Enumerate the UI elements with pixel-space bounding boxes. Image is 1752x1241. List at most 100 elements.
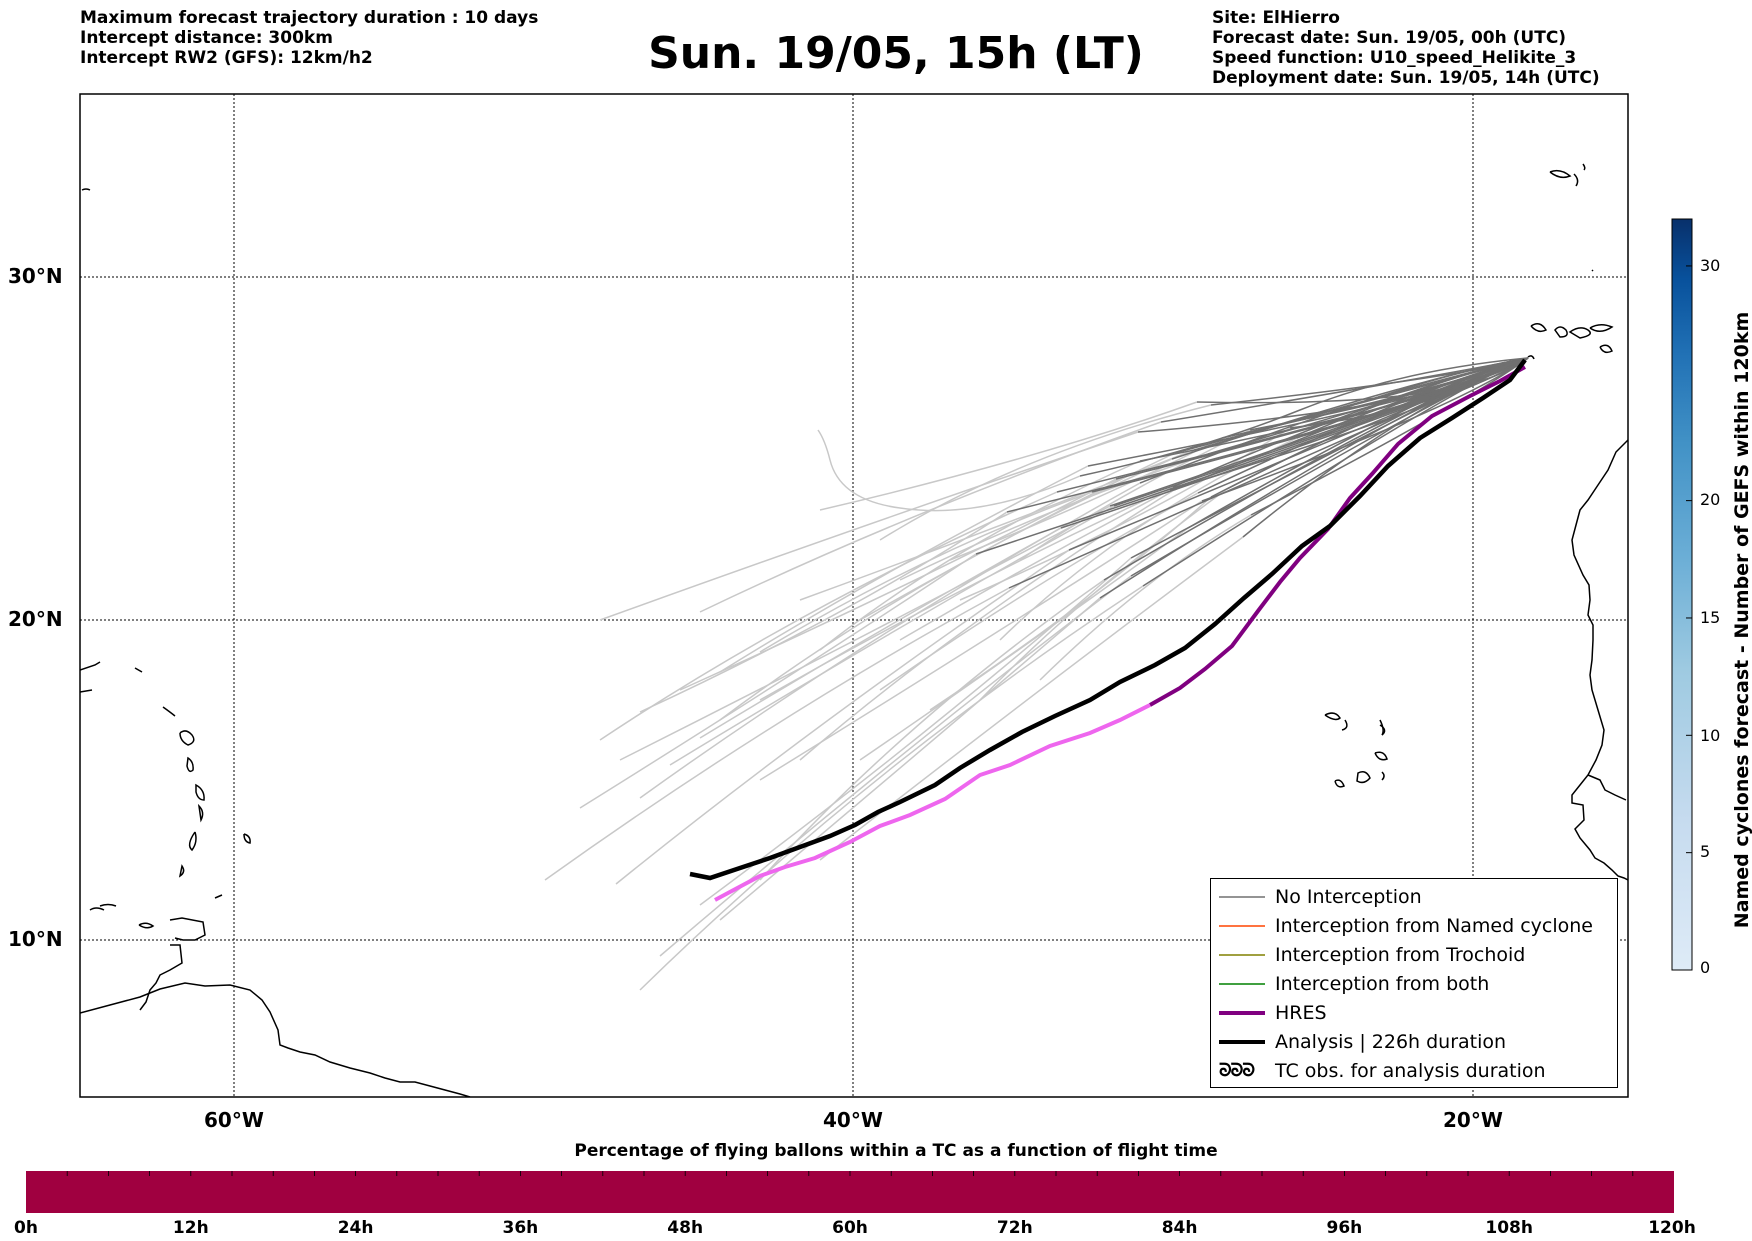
coast-dominica bbox=[186, 756, 194, 773]
ensemble-trajectory-late bbox=[615, 549, 1070, 885]
legend-label: No Interception bbox=[1275, 885, 1422, 908]
ensemble-trajectory-late bbox=[639, 482, 1141, 799]
percentage-bar bbox=[26, 1171, 1674, 1213]
ensemble-trajectory-late bbox=[639, 585, 1144, 991]
colorbar-tick-label: 15 bbox=[1700, 608, 1721, 627]
coast-madeira-3 bbox=[1582, 163, 1586, 171]
hour-label: 60h bbox=[832, 1218, 868, 1238]
intercept-rw2-text: Intercept RW2 (GFS): 12km/h2 bbox=[80, 48, 373, 68]
ensemble-trajectory-late bbox=[659, 575, 1132, 957]
legend-label: Interception from Trochoid bbox=[1275, 943, 1526, 966]
legend-swatch-named-cyclone bbox=[1219, 925, 1265, 927]
ensemble-trajectory-late bbox=[699, 557, 1132, 906]
hour-label: 120h bbox=[1648, 1218, 1696, 1238]
legend-label: Interception from Named cyclone bbox=[1275, 914, 1593, 937]
coast-cape-verde-8 bbox=[1381, 771, 1385, 781]
coast-canary-1 bbox=[1530, 323, 1548, 333]
legend-label: HRES bbox=[1275, 1001, 1327, 1024]
intercept-distance-text: Intercept distance: 300km bbox=[80, 28, 333, 48]
cyclone-colorbar bbox=[1671, 218, 1693, 971]
ensemble-trajectory-early bbox=[1242, 357, 1529, 538]
coast-canary-6 bbox=[1527, 355, 1535, 360]
coast-cape-verde-4 bbox=[1374, 751, 1388, 761]
tc-obs-symbol-icon: ᘐᘐᘐ bbox=[1219, 1060, 1255, 1081]
coast-barbados bbox=[243, 833, 251, 844]
lon-label-20w: 20°W bbox=[1443, 1108, 1503, 1132]
ensemble-trajectory-late bbox=[859, 527, 1189, 761]
coast-lesser-antilles-2 bbox=[162, 706, 176, 717]
ensemble-trajectory-late bbox=[759, 500, 1203, 781]
header-right: Site: ElHierro Forecast date: Sun. 19/05… bbox=[1212, 8, 1600, 88]
coast-cape-verde-1 bbox=[1324, 712, 1341, 721]
coast-puerto-rico bbox=[80, 689, 93, 693]
ensemble-trajectory-late bbox=[639, 511, 1008, 713]
legend-label: Analysis | 226h duration bbox=[1275, 1030, 1507, 1053]
lon-label-60w: 60°W bbox=[204, 1108, 264, 1132]
coast-cape-verde-6 bbox=[1334, 779, 1345, 788]
hour-label: 24h bbox=[337, 1218, 374, 1238]
speed-function-text: Speed function: U10_speed_Helikite_3 bbox=[1212, 48, 1577, 68]
ensemble-trajectory-late bbox=[899, 489, 1171, 641]
coast-trinidad-venezuela bbox=[139, 944, 183, 1011]
ensemble-trajectory-late bbox=[959, 427, 1291, 601]
ensemble-trajectory-late bbox=[1019, 429, 1251, 561]
ensemble-trajectory-late bbox=[879, 404, 1212, 541]
coast-madeira-4 bbox=[1591, 269, 1594, 272]
ensemble-trajectory-late bbox=[819, 401, 1198, 511]
ensemble-trajectory-early bbox=[1210, 357, 1529, 406]
coast-madeira bbox=[1549, 169, 1572, 179]
coast-africa bbox=[1571, 439, 1628, 881]
coast-canary-2 bbox=[1554, 326, 1568, 338]
ensemble-trajectory-late bbox=[669, 505, 1115, 766]
ensemble-trajectory-late bbox=[699, 527, 1062, 739]
hour-label: 12h bbox=[172, 1218, 209, 1238]
lon-label-40w: 40°W bbox=[823, 1108, 883, 1132]
forecast-date-text: Forecast date: Sun. 19/05, 00h (UTC) bbox=[1212, 28, 1567, 48]
coast-st-lucia bbox=[197, 803, 204, 823]
lat-label-20n: 20°N bbox=[8, 607, 63, 631]
coast-martinique bbox=[195, 783, 205, 801]
colorbar-title: Named cyclones forecast - Number of GEFS… bbox=[1731, 311, 1752, 929]
ensemble-trajectory-late bbox=[899, 453, 1209, 581]
colorbar-tick-label: 30 bbox=[1700, 256, 1721, 275]
ensemble-trajectory-late bbox=[759, 579, 1105, 881]
ensemble-trajectory-late bbox=[819, 536, 1244, 861]
coast-grenada bbox=[178, 864, 185, 878]
ensemble-trajectories-no-interception bbox=[975, 357, 1529, 599]
hour-label: 48h bbox=[667, 1218, 704, 1238]
percentage-bar-fill bbox=[26, 1171, 1674, 1213]
lat-label-10n: 10°N bbox=[8, 927, 63, 951]
legend-swatch-trochoid bbox=[1219, 954, 1265, 956]
lat-label-30n: 30°N bbox=[8, 264, 63, 288]
colorbar-tick-label: 20 bbox=[1700, 490, 1721, 509]
legend-swatch-both bbox=[1219, 983, 1265, 985]
hres-trajectory-late bbox=[714, 703, 1151, 902]
ensemble-trajectory-late bbox=[979, 488, 1228, 701]
legend-swatch-hres bbox=[1219, 1011, 1265, 1015]
coast-canary-3 bbox=[1568, 327, 1591, 339]
hour-label: 72h bbox=[996, 1218, 1033, 1238]
page-title: Sun. 19/05, 15h (LT) bbox=[648, 28, 1144, 79]
ensemble-trajectory-late bbox=[679, 478, 1117, 691]
ensemble-trajectory-late bbox=[699, 421, 1162, 613]
ensemble-trajectory-late bbox=[544, 587, 1010, 881]
hour-label: 0h bbox=[14, 1218, 38, 1238]
colorbar-tick-label: 0 bbox=[1700, 958, 1711, 977]
legend-swatch-no-interception bbox=[1219, 896, 1265, 898]
ensemble-trajectory-late bbox=[817, 429, 1081, 512]
ensemble-trajectory-late bbox=[619, 505, 1111, 761]
hour-label: 84h bbox=[1161, 1218, 1198, 1238]
legend-label: Interception from both bbox=[1275, 972, 1490, 995]
coast-hispaniola bbox=[80, 661, 101, 671]
ensemble-trajectory-late bbox=[799, 489, 1175, 761]
coastlines bbox=[80, 163, 1628, 1097]
legend-label: TC obs. for analysis duration bbox=[1275, 1059, 1546, 1082]
ensemble-trajectory-late bbox=[719, 465, 1089, 673]
coast-canary-4 bbox=[1589, 324, 1614, 332]
coast-tobago bbox=[214, 894, 223, 899]
hres-trajectory-early bbox=[1149, 365, 1526, 707]
coast-aruba bbox=[89, 907, 105, 911]
hour-label: 96h bbox=[1326, 1218, 1363, 1238]
coast-cape-verde-5 bbox=[1379, 719, 1384, 736]
